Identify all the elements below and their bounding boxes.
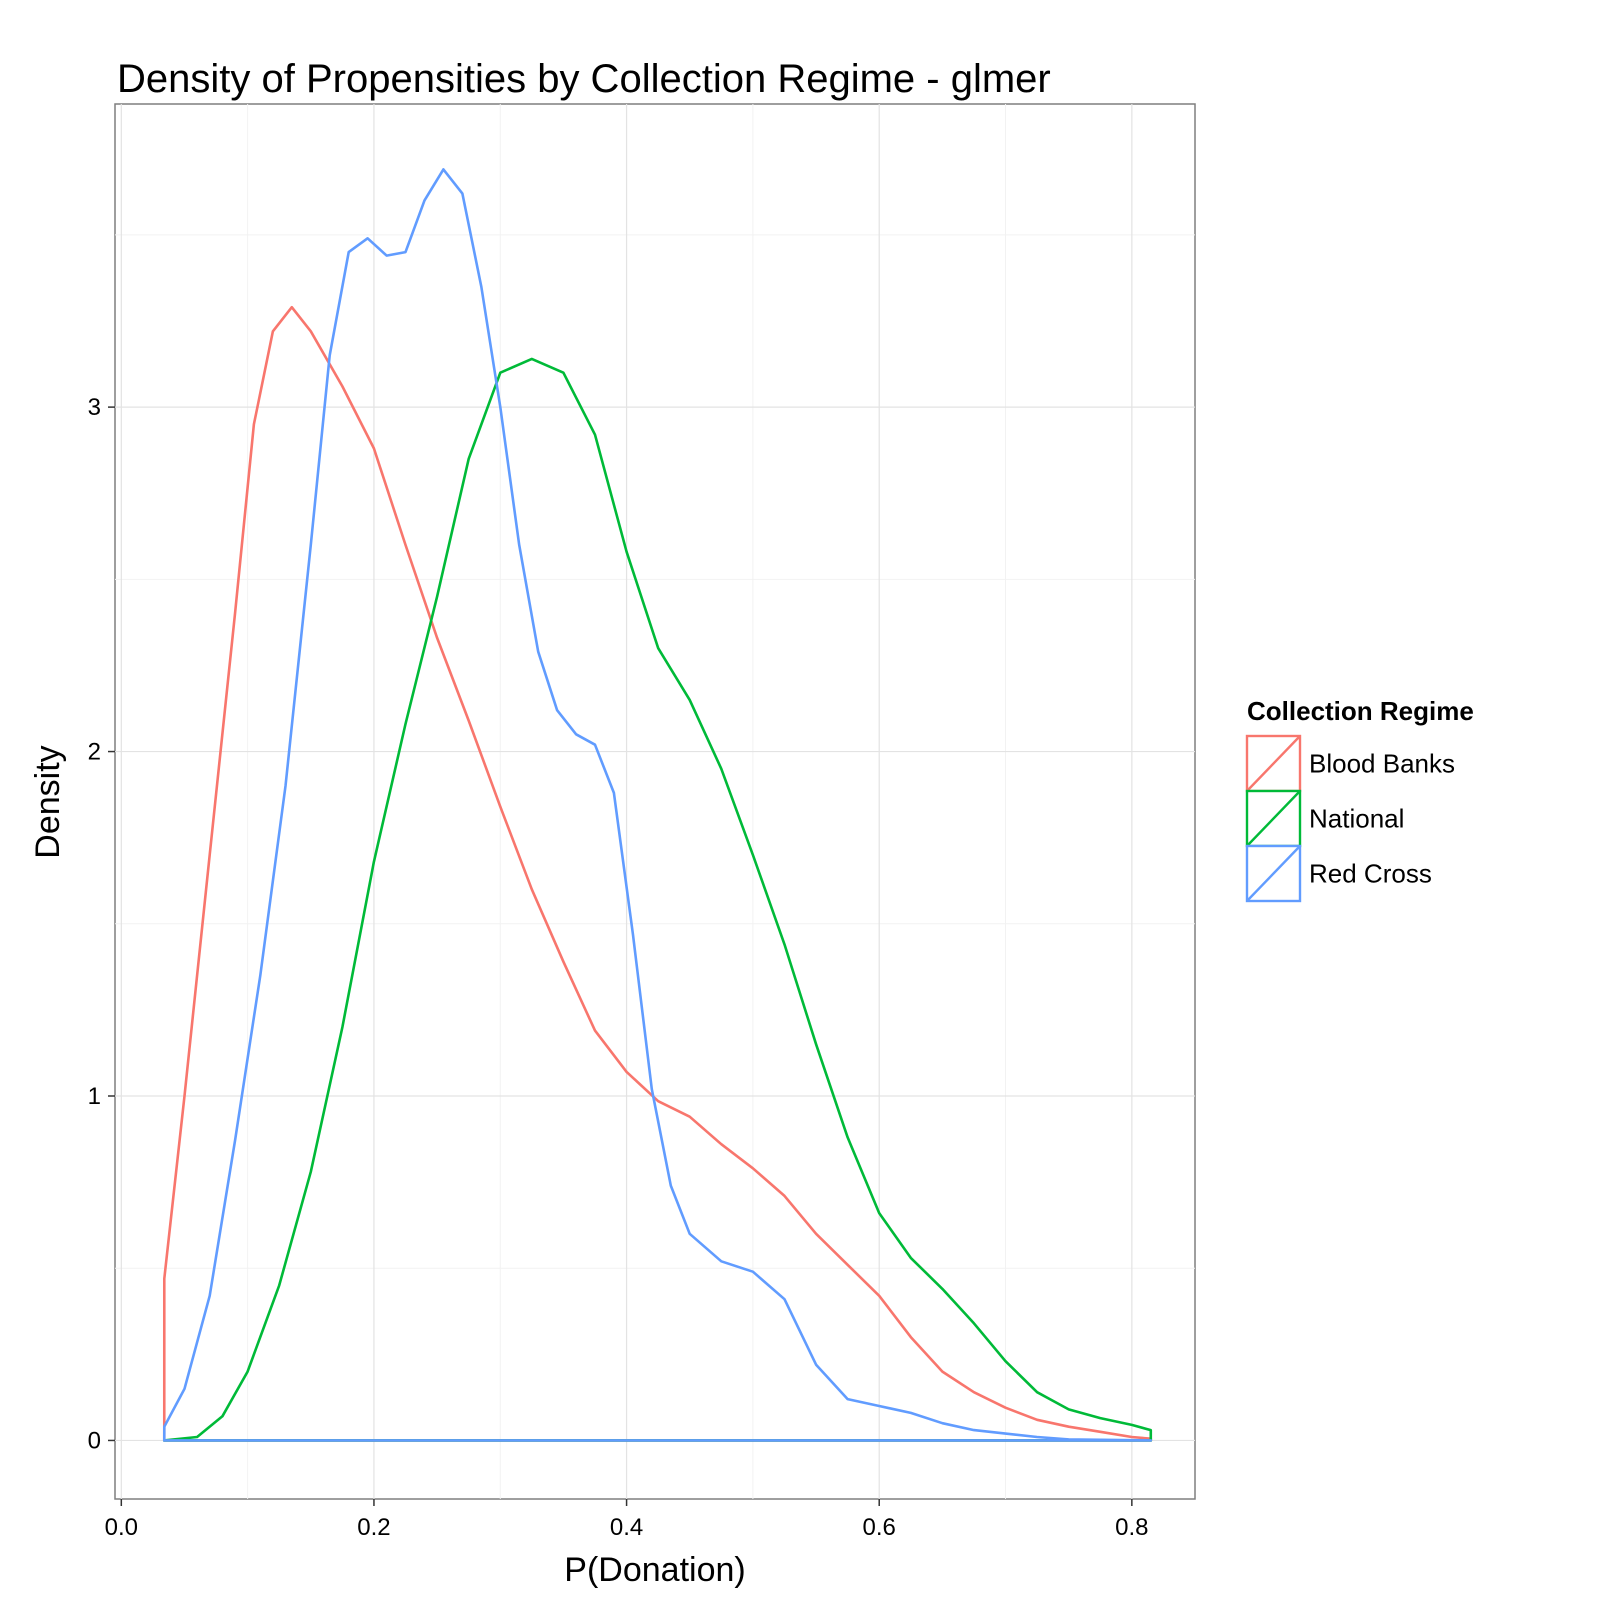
legend-key-diagonal <box>1246 845 1301 902</box>
plot-panel <box>114 103 1196 1500</box>
density-line-national <box>162 357 1153 1442</box>
y-tick-label: 0 <box>88 1427 101 1454</box>
legend-item-red-cross: Red Cross <box>1245 844 1432 903</box>
legend: Collection Regime Blood Banks National Red… <box>1245 696 1474 903</box>
axes: 0.0 0.2 0.4 0.6 0.8 0 1 2 3 <box>88 394 1149 1541</box>
x-tick-label: 0.0 <box>105 1514 138 1541</box>
y-tick-label: 3 <box>88 394 101 421</box>
chart-title: Density of Propensities by Collection Re… <box>117 57 1051 101</box>
x-tick-label: 0.2 <box>357 1514 390 1541</box>
x-tick-label: 0.6 <box>863 1514 896 1541</box>
x-tick-label: 0.4 <box>610 1514 643 1541</box>
legend-label: Red Cross <box>1309 859 1432 889</box>
legend-key-diagonal <box>1246 790 1301 847</box>
legend-label: Blood Banks <box>1309 749 1455 779</box>
series-layer <box>162 168 1153 1442</box>
legend-key-diagonal <box>1246 735 1301 792</box>
y-tick-label: 1 <box>88 1083 101 1110</box>
y-axis-title: Density <box>29 745 67 858</box>
legend-item-blood-banks: Blood Banks <box>1245 734 1455 793</box>
legend-item-national: National <box>1245 789 1404 848</box>
density-line-blood-banks <box>162 305 1153 1442</box>
legend-title: Collection Regime <box>1247 696 1474 726</box>
y-tick-label: 2 <box>88 739 101 766</box>
x-tick-label: 0.8 <box>1115 1514 1148 1541</box>
legend-label: National <box>1309 804 1404 834</box>
x-axis-title: P(Donation) <box>564 1551 745 1589</box>
density-line-red-cross <box>162 168 1153 1442</box>
